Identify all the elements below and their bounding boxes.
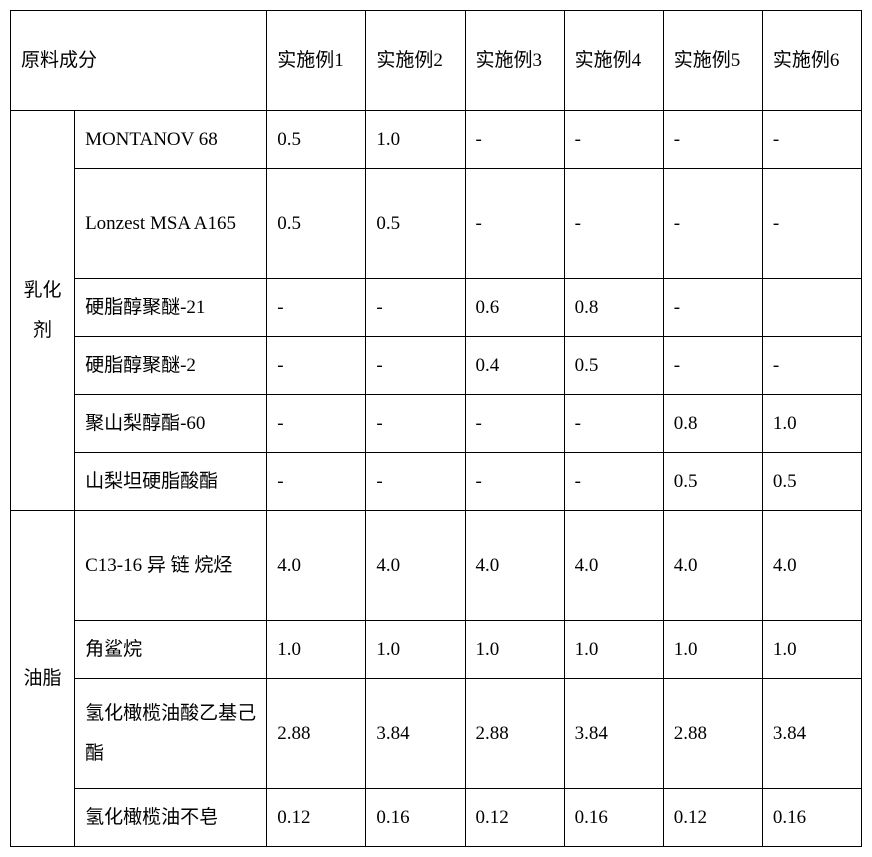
cell: 1.0 (663, 621, 762, 679)
ingredient-name: C13-16 异 链 烷烃 (75, 511, 267, 621)
cell: 3.84 (366, 679, 465, 789)
cell: 0.8 (663, 395, 762, 453)
cell: 4.0 (366, 511, 465, 621)
cell: - (465, 453, 564, 511)
header-col-1: 实施例1 (267, 11, 366, 111)
cell: - (366, 453, 465, 511)
cell: - (663, 337, 762, 395)
cell: - (564, 453, 663, 511)
cell: 0.5 (267, 111, 366, 169)
header-col-3: 实施例3 (465, 11, 564, 111)
cell: - (366, 279, 465, 337)
cell: 1.0 (762, 621, 861, 679)
table-row: 氢化橄榄油酸乙基己酯 2.88 3.84 2.88 3.84 2.88 3.84 (11, 679, 862, 789)
cell: 4.0 (465, 511, 564, 621)
cell: - (564, 169, 663, 279)
cell: 4.0 (564, 511, 663, 621)
header-row: 原料成分 实施例1 实施例2 实施例3 实施例4 实施例5 实施例6 (11, 11, 862, 111)
cell: 0.6 (465, 279, 564, 337)
cell: - (267, 395, 366, 453)
cell: - (267, 453, 366, 511)
ingredient-name: Lonzest MSA A165 (75, 169, 267, 279)
ingredient-name: 角鲨烷 (75, 621, 267, 679)
cell: - (564, 395, 663, 453)
table-row: 硬脂醇聚醚-21 - - 0.6 0.8 - (11, 279, 862, 337)
cell: - (762, 111, 861, 169)
table-row: 油脂 C13-16 异 链 烷烃 4.0 4.0 4.0 4.0 4.0 4.0 (11, 511, 862, 621)
table-row: 聚山梨醇酯-60 - - - - 0.8 1.0 (11, 395, 862, 453)
header-ingredient: 原料成分 (11, 11, 267, 111)
cell: 1.0 (366, 111, 465, 169)
ingredient-name: MONTANOV 68 (75, 111, 267, 169)
group-label-emulsifier: 乳化剂 (11, 111, 75, 511)
cell: 3.84 (762, 679, 861, 789)
cell: - (366, 337, 465, 395)
ingredient-name: 氢化橄榄油酸乙基己酯 (75, 679, 267, 789)
table-row: Lonzest MSA A165 0.5 0.5 - - - - (11, 169, 862, 279)
cell: 4.0 (663, 511, 762, 621)
table-row: 乳化剂 MONTANOV 68 0.5 1.0 - - - - (11, 111, 862, 169)
group-label-oil: 油脂 (11, 511, 75, 847)
cell: 4.0 (762, 511, 861, 621)
cell: 1.0 (267, 621, 366, 679)
table-row: 山梨坦硬脂酸酯 - - - - 0.5 0.5 (11, 453, 862, 511)
cell: - (564, 111, 663, 169)
ingredient-name: 山梨坦硬脂酸酯 (75, 453, 267, 511)
header-col-4: 实施例4 (564, 11, 663, 111)
cell: 4.0 (267, 511, 366, 621)
cell: - (465, 169, 564, 279)
cell: - (465, 395, 564, 453)
header-col-5: 实施例5 (663, 11, 762, 111)
cell: 0.8 (564, 279, 663, 337)
ingredient-name: 硬脂醇聚醚-2 (75, 337, 267, 395)
table-row: 角鲨烷 1.0 1.0 1.0 1.0 1.0 1.0 (11, 621, 862, 679)
cell: - (366, 395, 465, 453)
cell: 1.0 (366, 621, 465, 679)
cell: - (267, 337, 366, 395)
cell: 0.5 (267, 169, 366, 279)
cell: - (762, 169, 861, 279)
cell: 2.88 (663, 679, 762, 789)
cell: 1.0 (465, 621, 564, 679)
cell: 1.0 (762, 395, 861, 453)
cell: 0.5 (663, 453, 762, 511)
cell: 0.4 (465, 337, 564, 395)
cell: 2.88 (465, 679, 564, 789)
cell: - (663, 279, 762, 337)
cell: - (663, 111, 762, 169)
cell: - (465, 111, 564, 169)
cell (762, 279, 861, 337)
cell: 0.5 (366, 169, 465, 279)
cell: 1.0 (564, 621, 663, 679)
cell: 0.5 (564, 337, 663, 395)
header-col-6: 实施例6 (762, 11, 861, 111)
cell: 3.84 (564, 679, 663, 789)
cell: - (267, 279, 366, 337)
header-col-2: 实施例2 (366, 11, 465, 111)
cell: - (762, 337, 861, 395)
cell: - (663, 169, 762, 279)
table-row: 硬脂醇聚醚-2 - - 0.4 0.5 - - (11, 337, 862, 395)
cell: 2.88 (267, 679, 366, 789)
ingredient-name: 聚山梨醇酯-60 (75, 395, 267, 453)
ingredient-name: 硬脂醇聚醚-21 (75, 279, 267, 337)
ingredients-table: 原料成分 实施例1 实施例2 实施例3 实施例4 实施例5 实施例6 乳化剂 M… (10, 10, 862, 847)
cell: 0.5 (762, 453, 861, 511)
